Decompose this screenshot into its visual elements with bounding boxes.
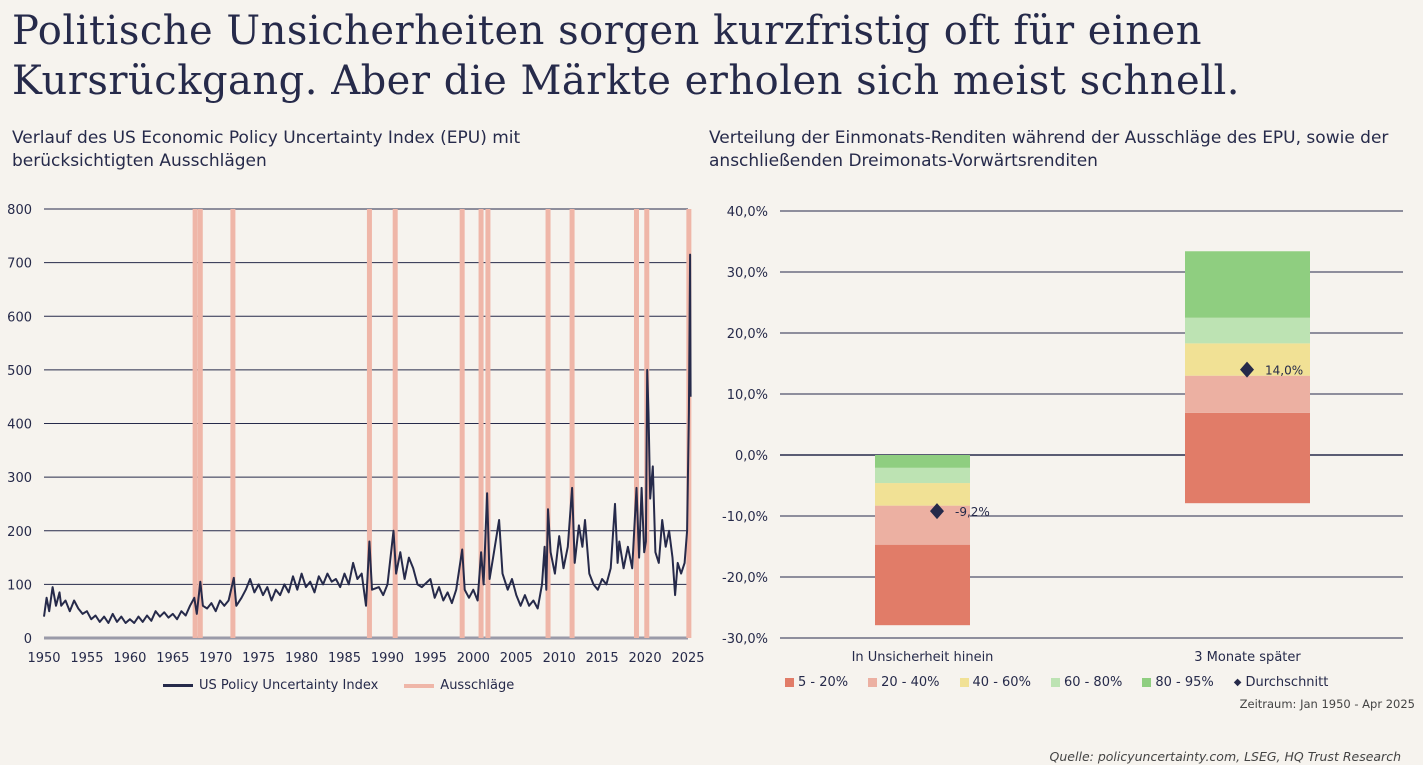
category-label: 3 Monate später [1194, 650, 1301, 665]
y-tick-label: 500 [7, 364, 32, 379]
x-tick-label: 2015 [586, 651, 619, 666]
y-tick-label: 800 [7, 203, 32, 218]
legend-label-5-20: 5 - 20% [798, 675, 849, 690]
x-tick-label: 2020 [629, 651, 662, 666]
ausschlag-band [197, 209, 203, 638]
x-tick-label: 1990 [371, 651, 404, 666]
legend-diamond-icon: ◆ [1233, 677, 1242, 688]
left-chart-title: Verlauf des US Economic Policy Uncertain… [12, 128, 521, 171]
ausschlag-band [545, 209, 551, 638]
y-tick-label: 600 [7, 310, 32, 325]
ausschlag-band [392, 209, 398, 638]
ausschlag-band [569, 209, 575, 638]
y-tick-label: 100 [7, 578, 32, 593]
x-tick-label: 1995 [414, 651, 447, 666]
period-note: Zeitraum: Jan 1950 - Apr 2025 [1239, 697, 1415, 711]
legend-label-durchschnitt: Durchschnitt [1245, 675, 1329, 690]
y-tick-label: -30,0% [722, 632, 768, 647]
page-title: Politische Unsicherheiten sorgen kurzfri… [12, 8, 1241, 104]
x-tick-label: 2005 [500, 651, 533, 666]
x-tick-label: 1955 [70, 651, 103, 666]
band-20-40% [1185, 375, 1310, 413]
band-5-20% [1185, 412, 1310, 504]
y-tick-label: 20,0% [727, 327, 768, 342]
legend-line-epu-icon [163, 684, 193, 687]
legend-swatch-40-60 [959, 678, 969, 687]
x-tick-label: 1950 [27, 651, 60, 666]
band-40-60% [875, 483, 970, 506]
legend-label-60-80: 60 - 80% [1063, 675, 1123, 690]
x-tick-label: 1960 [113, 651, 146, 666]
band-20-40% [875, 505, 970, 545]
source-note: Quelle: policyuncertainty.com, LSEG, HQ … [1049, 749, 1401, 764]
average-label: -9,2% [955, 505, 990, 519]
ausschlag-band [459, 209, 465, 638]
band-80-95% [1185, 251, 1310, 318]
legend-line-ausschlaege-icon [404, 683, 435, 688]
ausschlag-band [230, 209, 236, 638]
ausschlag-band [478, 209, 484, 638]
x-tick-label: 1970 [199, 651, 232, 666]
legend-swatch-20-40 [868, 678, 878, 687]
band-5-20% [875, 544, 970, 626]
legend-label-80-95: 80 - 95% [1155, 675, 1214, 690]
y-tick-label: 30,0% [727, 266, 768, 281]
y-tick-label: 400 [7, 418, 32, 433]
epu-line [43, 253, 692, 624]
average-marker-icon [1240, 361, 1254, 378]
x-tick-label: 1980 [285, 651, 318, 666]
band-80-95% [875, 455, 970, 468]
y-tick-label: 700 [7, 257, 32, 272]
right-chart-title: Verteilung der Einmonats-Renditen währen… [709, 128, 1389, 171]
x-tick-label: 1965 [156, 651, 189, 666]
legend-label-ausschlaege: Ausschläge [440, 678, 515, 693]
left-legend: US Policy Uncertainty Index Ausschläge [163, 678, 514, 693]
ausschlag-band [366, 209, 372, 638]
y-tick-label: 0 [24, 632, 32, 647]
x-tick-label: 2000 [457, 651, 490, 666]
legend-label-20-40: 20 - 40% [881, 675, 940, 690]
ausschlag-band [633, 209, 639, 638]
legend-label-40-60: 40 - 60% [972, 675, 1031, 690]
right-legend: 5 - 20% 20 - 40% 40 - 60% 60 - 80% 80 - … [785, 675, 1328, 690]
average-marker-icon [930, 503, 944, 520]
y-tick-label: -10,0% [722, 510, 768, 525]
returns-range-chart: 40,0% 30,0% 20,0% 10,0% 0,0% -10,0% -20,0% -30,… [722, 205, 1403, 665]
y-tick-label: 200 [7, 525, 32, 540]
band-60-80% [875, 467, 970, 484]
y-tick-label: -20,0% [722, 571, 768, 586]
x-tick-label: 1975 [242, 651, 275, 666]
epu-line-chart: 0 100 200 300 400 500 600 700 800 1950 1955 1960 196… [7, 203, 704, 666]
x-tick-label: 2025 [671, 651, 704, 666]
y-tick-label: 10,0% [727, 388, 768, 403]
category-label: In Unsicherheit hinein [852, 650, 994, 665]
ausschlag-band [485, 209, 491, 638]
band-60-80% [1185, 317, 1310, 344]
legend-swatch-80-95 [1142, 678, 1152, 687]
x-tick-label: 1985 [328, 651, 361, 666]
y-tick-label: 40,0% [727, 205, 768, 220]
legend-swatch-60-80 [1050, 678, 1060, 687]
legend-label-epu: US Policy Uncertainty Index [199, 678, 379, 693]
y-tick-label: 0,0% [735, 449, 768, 464]
legend-swatch-5-20 [785, 678, 794, 687]
ausschlag-band [192, 209, 198, 638]
y-tick-label: 300 [7, 471, 32, 486]
x-tick-label: 2010 [543, 651, 576, 666]
average-label: 14,0% [1265, 364, 1303, 378]
